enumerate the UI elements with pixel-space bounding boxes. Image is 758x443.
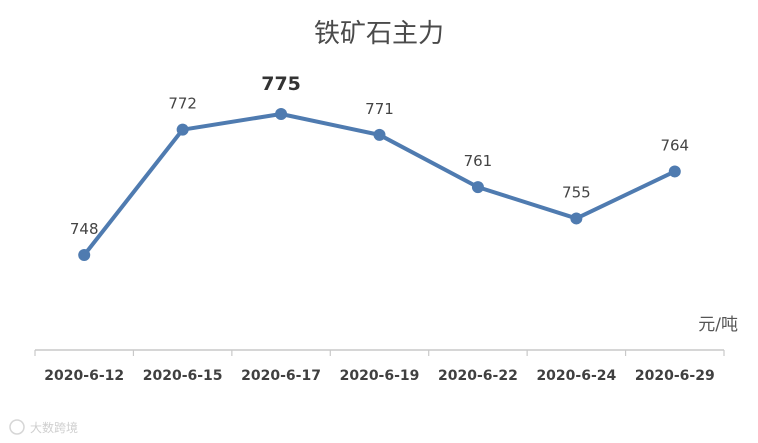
x-tick-label: 2020-6-12 [44,368,124,384]
data-label: 771 [365,100,394,118]
data-point [275,108,288,120]
watermark-logo-icon [9,419,25,435]
data-point [668,165,681,178]
x-tick-label: 2020-6-22 [438,368,518,384]
watermark: 大数跨境 [9,419,78,435]
x-tick-label: 2020-6-29 [635,368,715,384]
x-tick-labels-layer: 2020-6-12 2020-6-15 2020-6-17 2020-6-19 2020… [44,368,714,384]
x-tick-label: 2020-6-15 [143,368,223,384]
data-point [570,212,583,225]
data-label: 772 [168,95,197,113]
data-point [78,249,91,261]
data-label: 761 [464,152,493,170]
data-point [176,123,189,136]
unit-label: 元/吨 [698,315,738,335]
data-points-layer [78,108,681,261]
data-label: 764 [660,136,689,154]
data-label: 775 [261,73,301,95]
x-axis [34,349,725,356]
watermark-text: 大数跨境 [30,420,78,435]
x-tick-label: 2020-6-17 [241,368,321,384]
chart-title: 铁矿石主力 [314,19,444,49]
x-tick-label: 2020-6-19 [340,368,420,384]
data-label: 755 [562,183,591,201]
data-label: 748 [70,220,99,238]
x-tick-label: 2020-6-24 [536,368,616,384]
data-labels-layer: 748 772 775 771 761 755 764 [70,73,689,238]
data-point [373,128,386,141]
data-point [471,181,484,194]
